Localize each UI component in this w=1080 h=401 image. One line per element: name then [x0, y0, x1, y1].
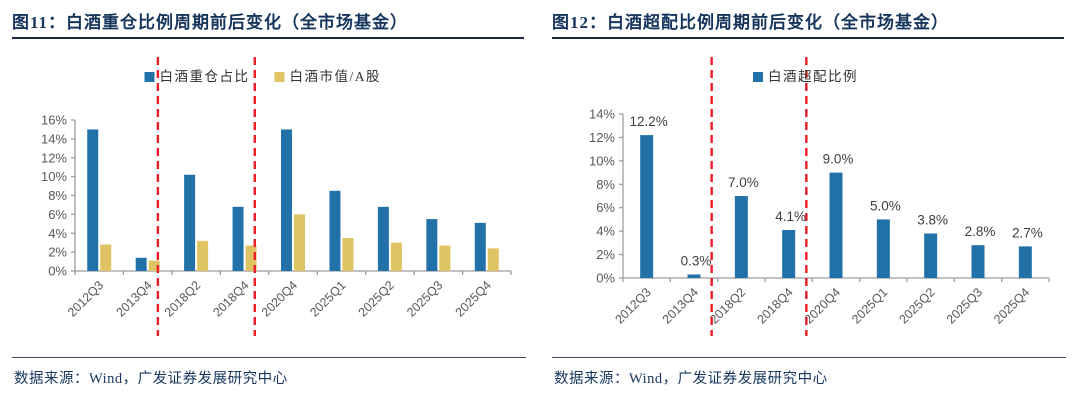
x-tick-label: 2025Q2	[896, 285, 937, 326]
x-tick-label: 2018Q2	[162, 278, 203, 319]
bar-value-label: 3.8%	[917, 212, 948, 227]
x-tick-label: 2012Q3	[612, 285, 653, 326]
bar-2013Q4-series0	[135, 257, 147, 271]
legend-swatch	[144, 72, 155, 82]
bar-2025Q3-series0	[426, 219, 438, 271]
y-tick-label: 10%	[41, 169, 67, 184]
x-tick-label: 2025Q3	[404, 278, 445, 319]
y-tick-label: 6%	[48, 207, 67, 222]
bar-value-label: 4.1%	[775, 209, 806, 224]
bar-2020Q4-series1	[294, 214, 305, 271]
bar-2025Q1-series0	[329, 190, 341, 271]
bar-2013Q4-series0	[687, 274, 701, 278]
bar-2012Q3-series0	[87, 129, 99, 271]
figure-12-source-note: 数据来源：Wind，广发证券发展研究中心	[554, 371, 828, 387]
bar-2025Q2-series0	[377, 206, 389, 271]
bar-2020Q4-series0	[281, 129, 292, 271]
legend-swatch	[274, 72, 285, 82]
bar-2018Q2-series1	[197, 240, 209, 271]
bar-2025Q3-series0	[971, 245, 985, 278]
bar-value-label: 12.2%	[630, 114, 668, 129]
bar-2020Q4-series0	[829, 172, 843, 278]
bar-2025Q4-series1	[487, 248, 499, 271]
y-tick-label: 0%	[596, 271, 615, 286]
bar-value-label: 5.0%	[870, 198, 901, 213]
x-tick-label: 2018Q4	[210, 278, 251, 319]
figure-12-panel: 图12：白酒超配比例周期前后变化（全市场基金） 0% 2% 4% 6% 8% 10% 12%…	[552, 8, 1068, 398]
legend-swatch	[753, 72, 763, 82]
figure-11-source-note: 数据来源：Wind，广发证券发展研究中心	[14, 371, 288, 387]
y-tick-label: 14%	[41, 131, 67, 146]
bar-2018Q4-series1	[245, 245, 257, 271]
figure-11-panel: 图11：白酒重仓比例周期前后变化（全市场基金） 0% 2% 4% 6% 8% 10% 12%…	[12, 8, 528, 398]
y-tick-label: 8%	[48, 188, 67, 203]
bar-2025Q1-series0	[876, 219, 890, 278]
y-tick-label: 16%	[41, 113, 67, 128]
bar-2018Q4-series0	[232, 206, 244, 271]
y-tick-label: 10%	[589, 153, 615, 168]
bar-2018Q2-series0	[184, 174, 196, 271]
y-tick-label: 6%	[596, 200, 615, 215]
x-tick-label: 2013Q4	[660, 285, 701, 326]
y-tick-label: 2%	[48, 245, 67, 260]
bar-2025Q2-series1	[390, 242, 402, 271]
x-tick-label: 2025Q3	[944, 285, 985, 326]
figure-11-title: 图11：白酒重仓比例周期前后变化（全市场基金）	[12, 13, 409, 32]
x-tick-label: 2012Q3	[65, 278, 106, 319]
bar-2018Q4-series0	[782, 229, 796, 278]
y-tick-label: 4%	[596, 224, 615, 239]
x-tick-label: 2025Q1	[307, 278, 348, 319]
y-tick-label: 8%	[596, 177, 615, 192]
bar-2025Q4-series0	[474, 222, 486, 271]
bar-2012Q3-series1	[100, 244, 112, 271]
x-tick-label: 2025Q1	[849, 285, 890, 326]
legend-label: 白酒市值/A股	[290, 68, 382, 84]
bar-2025Q4-series0	[1018, 246, 1032, 278]
figure-12-title-rule	[552, 37, 1064, 39]
bar-value-label: 2.7%	[1012, 225, 1043, 240]
x-tick-label: 2018Q2	[707, 285, 748, 326]
y-tick-label: 0%	[48, 264, 67, 279]
bar-2025Q2-series0	[924, 233, 938, 278]
x-tick-label: 2018Q4	[754, 285, 795, 326]
bar-value-label: 2.8%	[965, 224, 996, 239]
x-tick-label: 2020Q4	[259, 278, 300, 319]
x-tick-label: 2025Q4	[453, 278, 494, 319]
bar-2025Q3-series1	[439, 245, 451, 271]
y-tick-label: 14%	[589, 107, 615, 122]
x-tick-label: 2025Q2	[356, 278, 397, 319]
figure-12-source-rule	[552, 357, 1066, 358]
bar-2012Q3-series0	[640, 135, 654, 278]
figure-11-source-rule	[12, 357, 526, 358]
overweight-ratio-bar-chart: 0% 2% 4% 6% 8% 10% 12% 14% 12.2% 0.3% 7.0% 4.1% 9.0%…	[589, 57, 1050, 336]
y-tick-label: 12%	[41, 150, 67, 165]
bar-2018Q2-series0	[734, 196, 748, 278]
bar-2025Q1-series1	[342, 237, 354, 271]
y-tick-label: 4%	[48, 226, 67, 241]
bar-value-label: 9.0%	[823, 152, 854, 167]
figure-11-title-rule	[12, 37, 524, 39]
heavy-position-ratio-bar-chart: 0% 2% 4% 6% 8% 10% 12% 14% 16% 2012Q3 2013Q4 2018Q2…	[41, 57, 512, 336]
bar-2013Q4-series1	[148, 260, 160, 271]
y-tick-label: 12%	[589, 130, 615, 145]
legend-label: 白酒超配比例	[768, 69, 858, 84]
x-tick-label: 2020Q4	[802, 285, 843, 326]
legend-label: 白酒重仓占比	[160, 69, 250, 84]
y-tick-label: 2%	[596, 247, 615, 262]
x-tick-label: 2025Q4	[991, 285, 1032, 326]
bar-value-label: 0.3%	[681, 253, 712, 268]
bar-value-label: 7.0%	[728, 175, 759, 190]
x-tick-label: 2013Q4	[113, 278, 154, 319]
figure-12-title: 图12：白酒超配比例周期前后变化（全市场基金）	[552, 13, 949, 32]
